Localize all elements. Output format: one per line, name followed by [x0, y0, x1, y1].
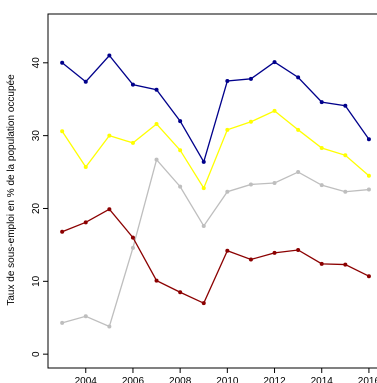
data-point: [154, 87, 159, 92]
data-point: [154, 157, 159, 162]
data-point: [225, 189, 230, 194]
data-point: [201, 186, 206, 191]
data-point: [60, 129, 65, 134]
data-point: [366, 137, 371, 142]
data-point: [343, 262, 348, 267]
y-tick-label: 20: [31, 202, 42, 214]
data-point: [83, 164, 88, 169]
data-point: [296, 75, 301, 80]
data-point: [83, 79, 88, 84]
data-point: [343, 189, 348, 194]
data-point: [296, 248, 301, 252]
data-point: [248, 182, 253, 187]
x-tick-label: 2012: [263, 376, 286, 383]
x-tick-label: 2016: [358, 376, 377, 383]
data-point: [60, 60, 65, 65]
data-point: [201, 159, 206, 164]
data-point: [201, 301, 206, 306]
data-point: [107, 133, 112, 138]
y-axis-label: Taux de sous-emploi en % de la populatio…: [6, 74, 17, 306]
data-point: [107, 53, 112, 58]
data-point: [319, 183, 324, 188]
data-point: [130, 235, 135, 240]
y-tick-label: 30: [31, 130, 42, 142]
data-point: [60, 320, 65, 325]
data-point: [154, 121, 159, 126]
data-point: [343, 103, 348, 108]
data-point: [178, 290, 183, 295]
data-point: [248, 257, 253, 262]
data-point: [154, 278, 159, 283]
series-line: [61, 54, 370, 164]
x-tick-label: 2010: [216, 376, 239, 383]
data-point: [201, 223, 206, 228]
y-tick-label: 0: [31, 351, 42, 357]
series-line: [61, 158, 369, 328]
data-point: [178, 119, 183, 124]
series-line: [61, 110, 370, 190]
x-tick-label: 2006: [122, 376, 145, 383]
plot-frame: [47, 13, 377, 369]
y-tick-label: 40: [31, 57, 42, 69]
x-tick-label: 2014: [311, 376, 334, 383]
data-point: [107, 324, 112, 329]
data-point: [272, 108, 277, 113]
data-point: [272, 180, 277, 185]
data-point: [319, 146, 324, 151]
data-point: [130, 82, 135, 87]
x-tick-label: 2008: [169, 376, 192, 383]
data-point: [248, 119, 253, 124]
data-point: [60, 229, 65, 234]
y-tick-label: 10: [31, 275, 42, 287]
data-point: [366, 173, 371, 178]
data-point: [248, 76, 253, 81]
data-point: [319, 261, 324, 266]
data-point: [178, 184, 183, 189]
data-point: [272, 250, 277, 255]
data-point: [296, 170, 301, 175]
data-point: [225, 248, 230, 253]
data-point: [130, 245, 135, 250]
data-point: [343, 153, 348, 158]
data-point: [107, 207, 112, 212]
data-point: [83, 220, 88, 225]
data-point: [178, 148, 183, 153]
data-point: [225, 127, 230, 132]
data-point: [319, 100, 324, 105]
data-point: [272, 60, 277, 65]
series-line: [61, 208, 370, 305]
data-point: [366, 187, 371, 192]
x-tick-label: 2004: [75, 376, 98, 383]
data-point: [130, 140, 135, 145]
data-point: [296, 127, 301, 132]
data-point: [83, 314, 88, 319]
data-point: [366, 274, 371, 279]
data-point: [225, 79, 230, 84]
